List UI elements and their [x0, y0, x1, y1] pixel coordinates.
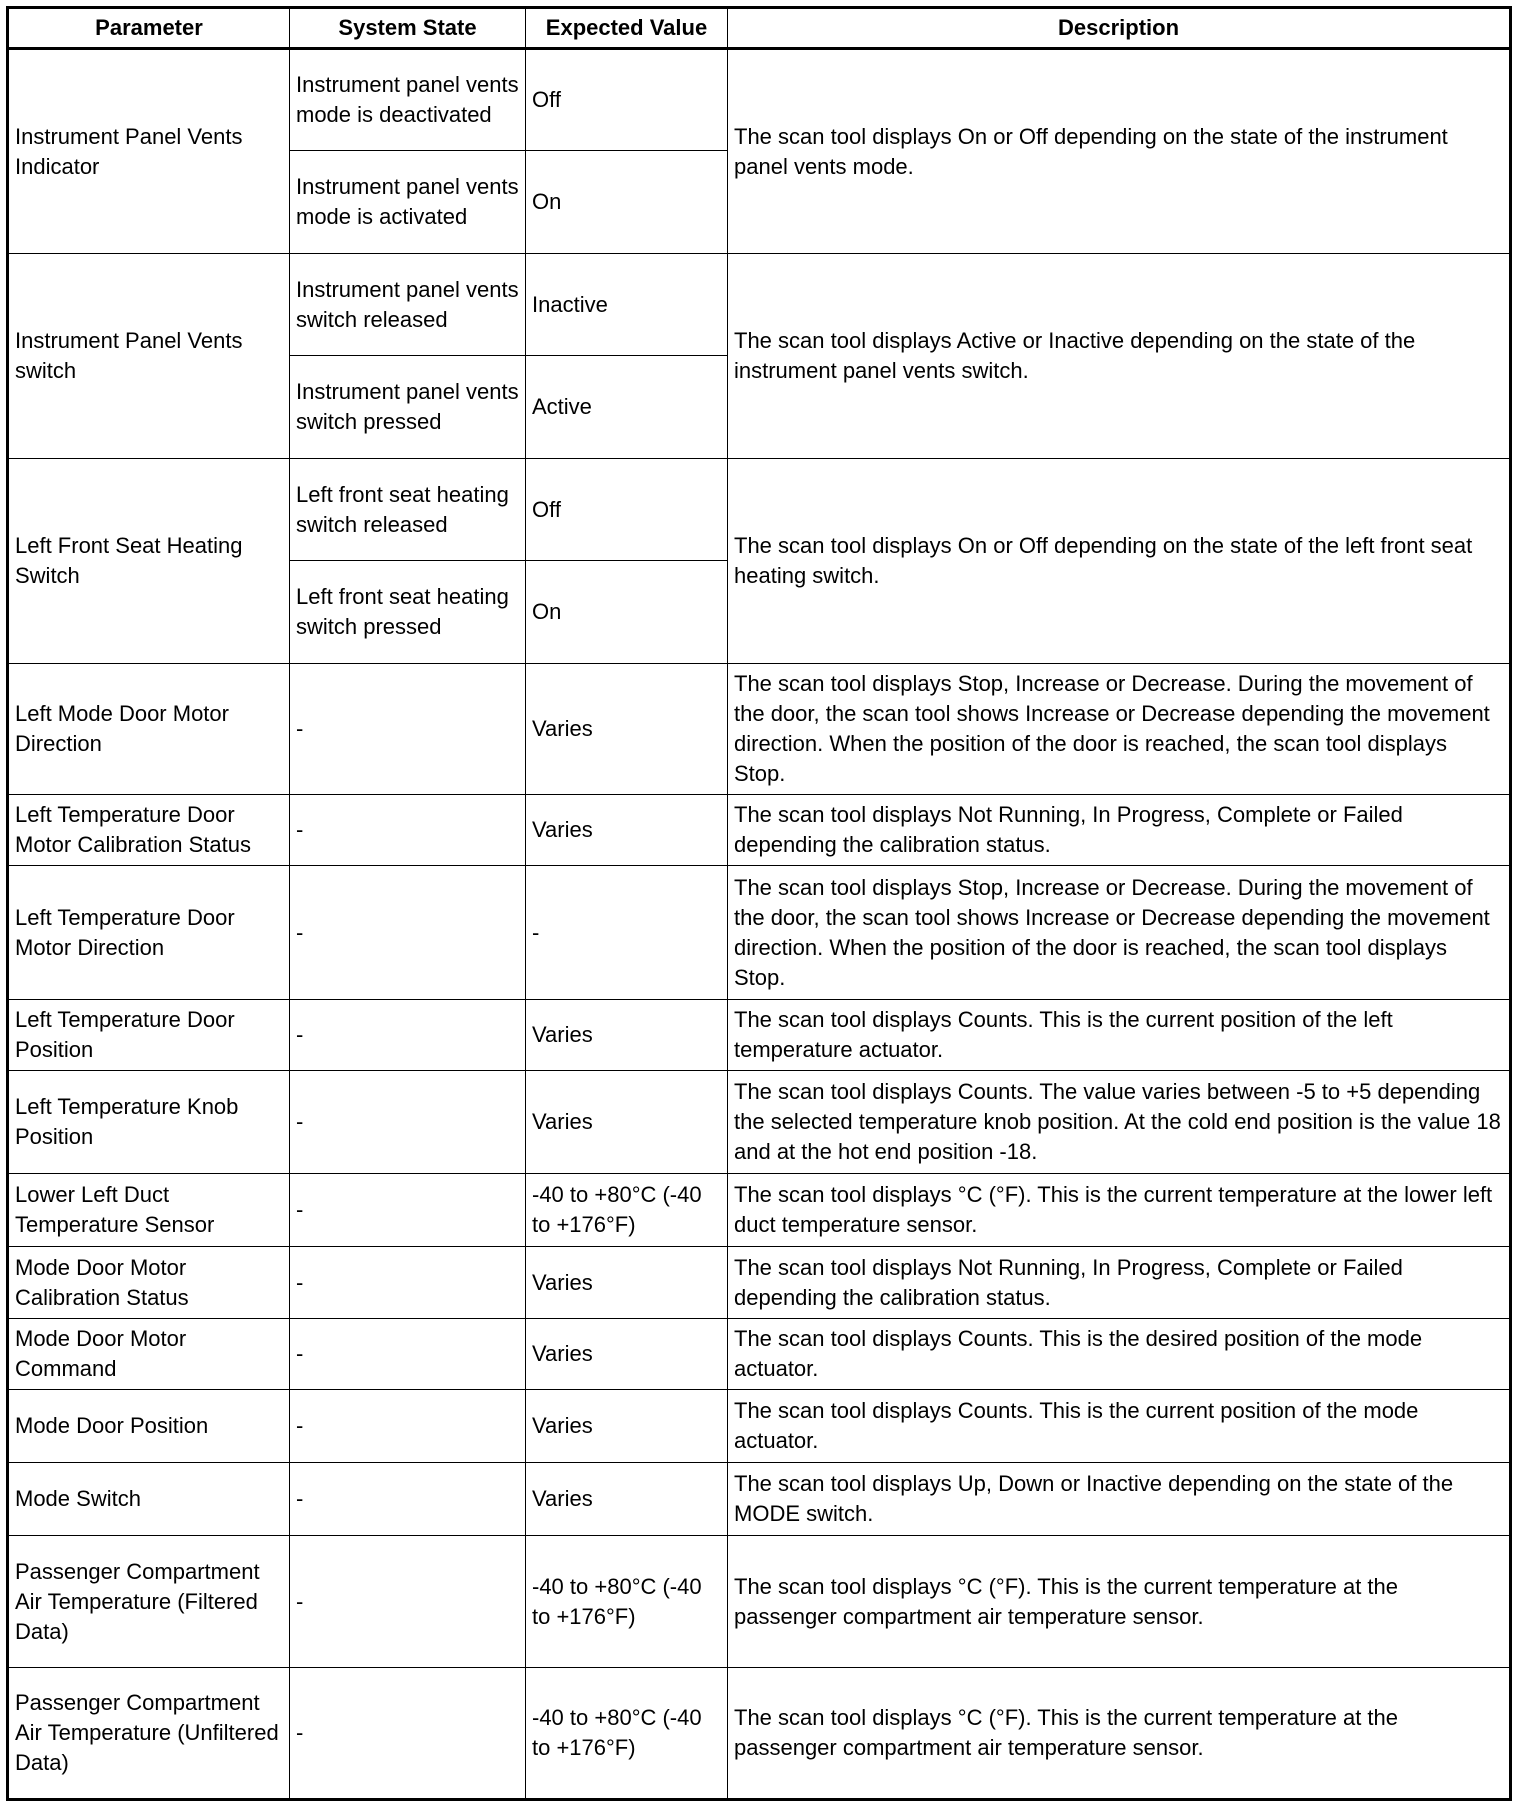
table-row: Left Temperature Knob Position - Varies The…	[7, 1070, 1511, 1174]
table-row: Lower Left Duct Temperature Sensor - -40 t…	[7, 1173, 1511, 1247]
expected-value-cell: Varies	[525, 663, 728, 795]
system-state-cell: -	[289, 1389, 526, 1463]
expected-value-cell: Varies	[525, 794, 728, 866]
description-cell: The scan tool displays Stop, Increase or…	[727, 865, 1511, 1000]
table-row: Mode Door Position - Varies The scan tool d…	[7, 1389, 1511, 1463]
system-state-cell: -	[289, 1173, 526, 1247]
table-row: Instrument Panel Vents Indicator Instrume…	[7, 48, 1511, 254]
table-row: Left Temperature Door Motor Direction - - T…	[7, 865, 1511, 1000]
table-row: Left Mode Door Motor Direction - Varies The…	[7, 663, 1511, 795]
system-state-cell: -	[289, 1667, 526, 1800]
expected-value-cell: On	[525, 560, 728, 664]
parameter-cell: Instrument Panel Vents switch	[7, 253, 290, 459]
description-cell: The scan tool displays °C (°F). This is …	[727, 1173, 1511, 1247]
expected-value-cell: -40 to +80°C (-40 to +176°F)	[525, 1173, 728, 1247]
description-cell: The scan tool displays °C (°F). This is …	[727, 1535, 1511, 1668]
expected-value-cell: Varies	[525, 1070, 728, 1174]
system-state-cell: -	[289, 663, 526, 795]
table-subrow: Left front seat heating switch pressed On	[8, 560, 1511, 664]
parameter-cell: Mode Door Position	[7, 1389, 290, 1463]
table-row: Left Temperature Door Motor Calibration …	[7, 794, 1511, 866]
system-state-cell: -	[289, 1535, 526, 1668]
header-row: Parameter System State Expected Value De…	[7, 7, 1511, 50]
description-cell: The scan tool displays °C (°F). This is …	[727, 1667, 1511, 1800]
header-expected-value: Expected Value	[525, 7, 728, 50]
table-row: Mode Door Motor Calibration Status - Varie…	[7, 1246, 1511, 1319]
table-row: Passenger Compartment Air Temperature (U…	[7, 1667, 1511, 1800]
parameter-cell: Left Temperature Knob Position	[7, 1070, 290, 1174]
expected-value-cell: Varies	[525, 1318, 728, 1390]
description-cell: The scan tool displays Not Running, In P…	[727, 794, 1511, 866]
expected-value-cell: -40 to +80°C (-40 to +176°F)	[525, 1667, 728, 1800]
system-state-cell: -	[289, 1070, 526, 1174]
table-row: Passenger Compartment Air Temperature (F…	[7, 1535, 1511, 1668]
expected-value-cell: Inactive	[525, 253, 728, 356]
system-state-cell: Instrument panel vents mode is deactivat…	[289, 48, 526, 151]
table-row: Mode Switch - Varies The scan tool displays…	[7, 1462, 1511, 1536]
table-row: Left Front Seat Heating Switch Left front…	[7, 458, 1511, 664]
header-description: Description	[727, 7, 1511, 50]
expected-value-cell: On	[525, 150, 728, 254]
expected-value-cell: Varies	[525, 1389, 728, 1463]
expected-value-cell: Off	[525, 48, 728, 151]
system-state-cell: -	[289, 794, 526, 866]
system-state-cell: Left front seat heating switch released	[289, 458, 526, 561]
parameter-cell: Mode Door Motor Calibration Status	[7, 1246, 290, 1319]
parameter-cell: Left Front Seat Heating Switch	[7, 458, 290, 664]
description-cell: The scan tool displays On or Off dependi…	[727, 458, 1511, 664]
description-cell: The scan tool displays Active or Inactiv…	[727, 253, 1511, 459]
parameter-table: Parameter System State Expected Value De…	[6, 6, 1512, 1801]
expected-value-cell: Varies	[525, 1462, 728, 1536]
table-subrow: Instrument panel vents switch pressed Act…	[8, 355, 1511, 459]
system-state-cell: Instrument panel vents mode is activated	[289, 150, 526, 254]
description-cell: The scan tool displays Counts. The value…	[727, 1070, 1511, 1174]
parameter-cell: Lower Left Duct Temperature Sensor	[7, 1173, 290, 1247]
description-cell: The scan tool displays Counts. This is t…	[727, 1389, 1511, 1463]
parameter-cell: Mode Door Motor Command	[7, 1318, 290, 1390]
parameter-cell: Left Temperature Door Position	[7, 999, 290, 1071]
parameter-cell: Passenger Compartment Air Temperature (F…	[7, 1535, 290, 1668]
parameter-cell: Left Temperature Door Motor Calibration …	[7, 794, 290, 866]
description-cell: The scan tool displays Stop, Increase or…	[727, 663, 1511, 795]
description-cell: The scan tool displays Not Running, In P…	[727, 1246, 1511, 1319]
description-cell: The scan tool displays Up, Down or Inact…	[727, 1462, 1511, 1536]
system-state-cell: -	[289, 999, 526, 1071]
description-cell: The scan tool displays On or Off dependi…	[727, 48, 1511, 254]
parameter-cell: Passenger Compartment Air Temperature (U…	[7, 1667, 290, 1800]
system-state-cell: -	[289, 1246, 526, 1319]
parameter-cell: Left Temperature Door Motor Direction	[7, 865, 290, 1000]
system-state-cell: Instrument panel vents switch pressed	[289, 355, 526, 459]
system-state-cell: Left front seat heating switch pressed	[289, 560, 526, 664]
system-state-cell: -	[289, 1462, 526, 1536]
system-state-cell: Instrument panel vents switch released	[289, 253, 526, 356]
description-cell: The scan tool displays Counts. This is t…	[727, 999, 1511, 1071]
table-row: Mode Door Motor Command - Varies The scan t…	[7, 1318, 1511, 1390]
description-cell: The scan tool displays Counts. This is t…	[727, 1318, 1511, 1390]
expected-value-cell: Varies	[525, 999, 728, 1071]
table-row: Left Temperature Door Position - Varies The…	[7, 999, 1511, 1071]
system-state-cell: -	[289, 865, 526, 1000]
parameter-cell: Left Mode Door Motor Direction	[7, 663, 290, 795]
expected-value-cell: Off	[525, 458, 728, 561]
system-state-cell: -	[289, 1318, 526, 1390]
table-row: Instrument Panel Vents switch Instrument …	[7, 253, 1511, 459]
expected-value-cell: Active	[525, 355, 728, 459]
header-system-state: System State	[289, 7, 526, 50]
header-parameter: Parameter	[7, 7, 290, 50]
parameter-cell: Mode Switch	[7, 1462, 290, 1536]
expected-value-cell: -	[525, 865, 728, 1000]
expected-value-cell: -40 to +80°C (-40 to +176°F)	[525, 1535, 728, 1668]
parameter-cell: Instrument Panel Vents Indicator	[7, 48, 290, 254]
expected-value-cell: Varies	[525, 1246, 728, 1319]
